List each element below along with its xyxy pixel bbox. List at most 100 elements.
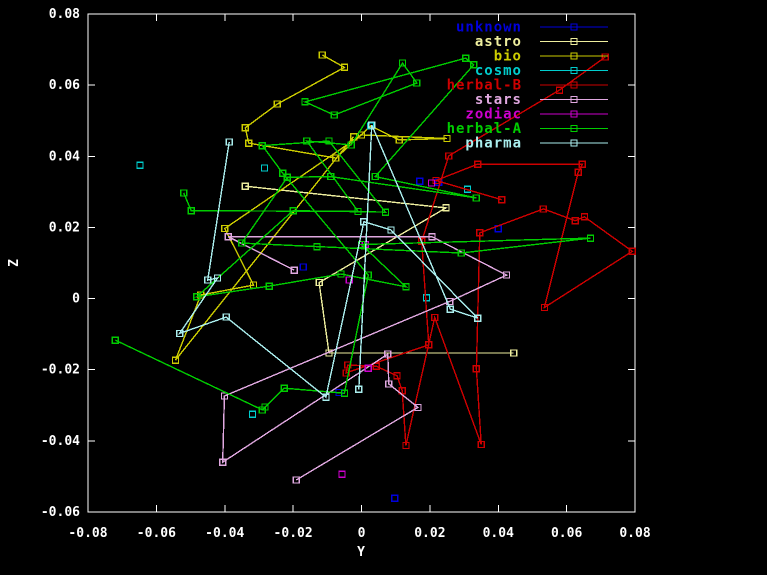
data-point-bio [273,100,282,108]
data-point-stars [224,233,232,241]
axis-ticks: -0.08 -0.06 -0.04 -0.02 0 0.02 0.04 0.06 0.08 -0.… [41,7,651,541]
x-tick-label: -0.08 [68,526,107,541]
legend-label-zodiac: zodiac [465,107,522,123]
legend-label-stars: stars [475,92,522,108]
data-point-pharma [204,276,212,284]
data-point-stars [414,403,422,412]
x-tick-label: 0 [358,526,366,541]
data-point-unknown [415,177,424,185]
data-point-herbal-B [402,441,410,450]
data-point-herbal-B [540,303,549,312]
data-point-herbal-A [193,293,201,301]
data-point-herbal-A [337,270,345,278]
data-point-pharma [322,393,330,401]
data-point-herbal-B [431,313,439,322]
data-point-herbal-A [265,282,273,290]
legend-label-astro: astro [475,34,522,50]
data-point-herbal-B [580,213,589,221]
y-tick-label: 0.08 [49,7,80,22]
legend-label-herbal-B: herbal-B [447,78,522,94]
data-point-herbal-A [187,207,195,215]
data-point-pharma [225,138,233,146]
data-point-cosmo [136,161,144,169]
x-tick-label: 0.06 [551,526,582,541]
series-pharma [175,121,482,401]
data-point-herbal-A [180,189,188,197]
y-tick-label: 0.02 [49,220,80,235]
legend-item-stars: stars [475,92,608,108]
data-point-herbal-B [628,247,636,255]
legend-marker-sample [570,52,578,60]
data-point-herbal-B [539,205,548,213]
x-tick-label: 0.02 [414,526,445,541]
data-point-zodiac [364,364,372,372]
data-point-bio [395,136,403,144]
data-point-pharma [360,218,368,226]
data-point-bio [332,154,340,162]
data-point-bio [357,131,366,139]
data-point-unknown [391,494,399,502]
data-point-herbal-A [330,111,338,119]
legend-item-astro: astro [475,34,608,50]
series-line-herbal-B [345,56,634,446]
series-layer [111,51,636,502]
data-point-pharma [368,121,376,129]
legend-label-pharma: pharma [465,136,522,152]
data-point-herbal-A [472,194,481,202]
x-tick-label: -0.04 [205,526,244,541]
data-point-pharma [222,313,230,321]
data-point-herbal-A [301,98,309,106]
data-point-herbal-B [344,361,352,369]
y-tick-label: -0.04 [41,434,80,449]
data-point-pharma [355,385,363,393]
data-point-pharma [213,274,222,282]
data-point-herbal-A [354,207,362,216]
data-point-bio [221,224,229,233]
series-line-bio [174,54,448,361]
series-herbal-A [111,54,595,414]
data-point-herbal-A [340,389,349,397]
data-point-herbal-B [476,229,484,237]
data-point-herbal-A [283,173,291,181]
data-point-astro [241,182,249,190]
data-point-herbal-A [469,61,478,69]
data-point-herbal-A [398,59,407,67]
data-point-herbal-A [371,172,379,181]
series-line-stars [221,235,509,481]
x-axis-label: Y [357,545,365,560]
data-point-herbal-A [258,141,267,150]
data-point-zodiac [338,470,346,478]
data-point-herbal-A [325,137,333,145]
data-point-bio [443,134,451,143]
data-point-herbal-A [457,249,465,257]
y-axis-label: Z [7,259,22,267]
data-point-herbal-B [601,53,609,61]
data-point-herbal-B [578,160,587,168]
series-line-pharma [177,124,479,399]
legend-item-cosmo: cosmo [475,63,608,79]
data-point-pharma [446,305,455,313]
data-point-astro [442,204,450,212]
data-point-herbal-A [381,208,390,216]
y-tick-label: 0.04 [49,149,80,164]
legend-marker-sample [570,95,578,104]
data-point-herbal-A [289,207,297,215]
data-point-zodiac [427,179,436,187]
data-point-stars [292,476,300,484]
legend-item-unknown: unknown [456,20,608,36]
data-point-bio [241,124,249,132]
data-point-herbal-B [372,362,380,370]
data-point-pharma [474,314,482,322]
legend-item-zodiac: zodiac [465,107,608,123]
data-point-stars [219,458,227,466]
data-point-herbal-B [571,217,579,225]
data-point-herbal-A [327,172,335,181]
data-point-astro [509,349,518,357]
series-line-herbal-A [115,57,591,411]
data-point-herbal-A [258,406,267,414]
data-point-herbal-B [418,237,426,245]
legend-item-bio: bio [494,49,608,65]
